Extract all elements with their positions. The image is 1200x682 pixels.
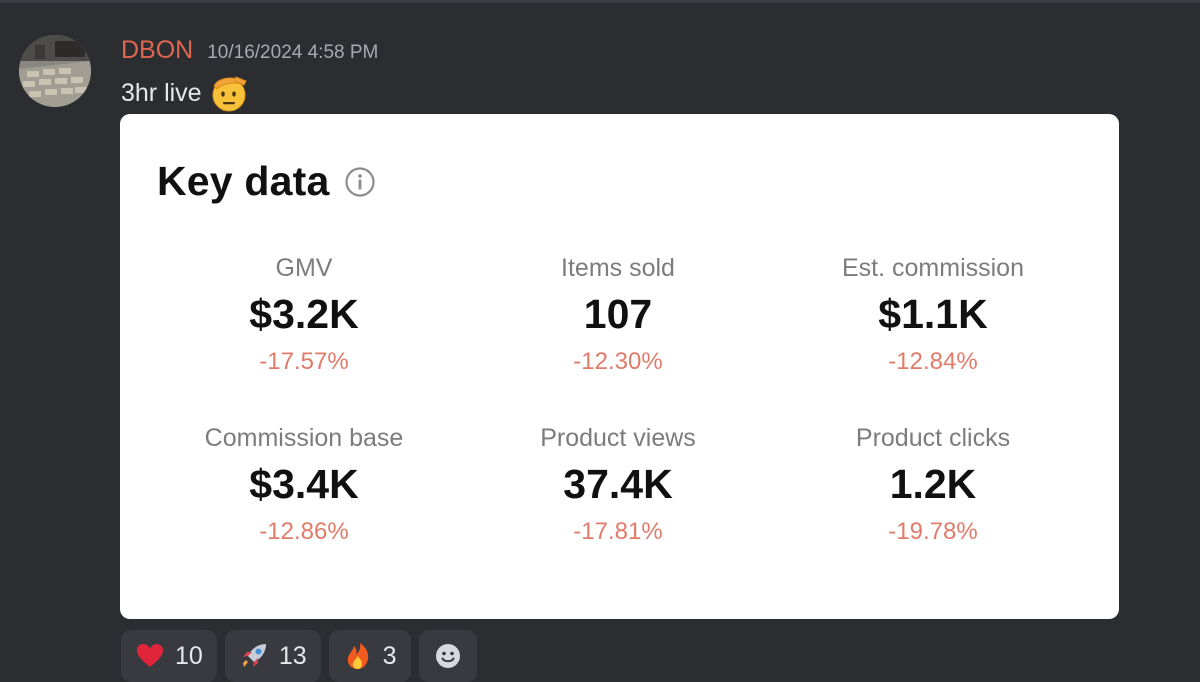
- metric-label: Commission base: [204, 424, 404, 452]
- metric-change: -17.81%: [573, 518, 663, 545]
- add-reaction-icon: [435, 644, 460, 668]
- metric-value: $3.2K: [249, 291, 359, 337]
- reaction-count: 13: [278, 641, 307, 670]
- reaction-count: 3: [382, 641, 397, 670]
- metric-change: -12.84%: [888, 348, 978, 375]
- metric-value: 37.4K: [563, 461, 673, 507]
- metric-label: GMV: [275, 254, 333, 282]
- metric-label: Est. commission: [842, 254, 1024, 282]
- metric-items-sold: Items sold 107 -12.30%: [468, 253, 768, 377]
- timestamp: 10/16/2024 4:58 PM: [207, 42, 379, 63]
- avatar[interactable]: [19, 35, 91, 107]
- rocket-icon: [242, 644, 266, 667]
- metric-label: Product views: [540, 424, 696, 452]
- metric-product-views: Product views 37.4K -17.81%: [468, 423, 768, 547]
- metric-label: Items sold: [561, 254, 675, 282]
- card-title-row: Key data: [157, 158, 376, 205]
- card-title: Key data: [157, 158, 330, 204]
- metric-value: 1.2K: [889, 461, 977, 507]
- metric-label: Product clicks: [855, 424, 1011, 452]
- metric-change: -19.78%: [888, 518, 978, 545]
- saluting-face-emoji: [212, 76, 247, 112]
- metric-value: 107: [583, 291, 653, 337]
- metric-change: -12.86%: [259, 518, 349, 545]
- heart-icon: [137, 644, 163, 667]
- info-icon[interactable]: [344, 166, 376, 198]
- previous-message-divider: [0, 0, 1200, 3]
- message-content: 3hr live: [121, 74, 250, 112]
- metric-change: -17.57%: [259, 348, 349, 375]
- metric-est-commission: Est. commission $1.1K -12.84%: [783, 253, 1083, 377]
- username[interactable]: DBON: [121, 36, 194, 64]
- reaction-rocket[interactable]: 13: [224, 630, 321, 682]
- reactions-bar: 10 13 3: [121, 630, 477, 682]
- reaction-heart[interactable]: 10: [121, 630, 217, 682]
- fire-icon: [347, 643, 368, 669]
- metric-value: $1.1K: [878, 291, 988, 337]
- message-header: DBON 10/16/2024 4:58 PM: [121, 36, 378, 68]
- metric-product-clicks: Product clicks 1.2K -19.78%: [783, 423, 1083, 547]
- reaction-count: 10: [175, 641, 203, 670]
- metric-value: $3.4K: [249, 461, 359, 507]
- metric-change: -12.30%: [573, 348, 663, 375]
- metric-commission-base: Commission base $3.4K -12.86%: [154, 423, 454, 547]
- key-data-card: Key data GMV $3.2K -17.57% Items sold 10…: [120, 114, 1119, 619]
- add-reaction-button[interactable]: [418, 630, 477, 682]
- reaction-fire[interactable]: 3: [328, 630, 411, 682]
- metric-gmv: GMV $3.2K -17.57%: [154, 253, 454, 377]
- avatar-photo: [19, 35, 91, 107]
- message-text: 3hr live: [121, 78, 202, 107]
